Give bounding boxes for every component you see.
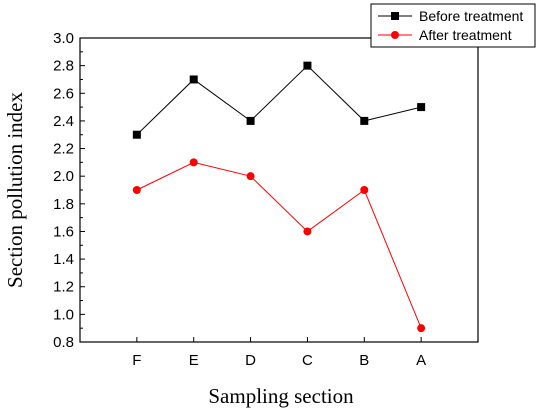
data-point [417,324,426,333]
y-tick-label: 2.8 [53,58,74,75]
legend-label: After treatment [419,27,512,43]
data-point [189,75,198,84]
y-tick-label: 1.0 [53,306,74,323]
y-axis-title: Section pollution index [3,92,27,288]
data-point [360,186,369,194]
data-point [246,116,255,125]
x-axis-title: Sampling section [208,384,354,408]
x-tick-label: A [416,352,426,369]
y-tick-label: 2.0 [53,168,74,185]
legend-box [370,3,536,48]
data-point [189,158,198,167]
legend-label: Before treatment [419,8,523,24]
y-tick-label: 2.4 [53,113,74,130]
series-line [136,64,422,136]
y-axis: 0.8 1.0 1.2 1.4 1.6 1.8 2.0 2.2 2.4 2.6 2.8 3.0 [53,30,85,351]
x-tick-label: B [359,352,369,369]
x-tick-label: D [245,352,256,369]
data-point [246,172,255,181]
series-layer [132,61,426,333]
data-point [132,186,141,194]
x-tick-label: C [302,352,313,369]
y-tick-label: 1.4 [53,251,74,268]
data-point [132,130,141,139]
y-tick-label: 2.2 [53,141,74,158]
legend-marker [391,12,399,20]
data-point [360,116,369,125]
data-point [417,103,426,112]
y-tick-label: 2.6 [53,85,74,102]
legend-marker [391,31,399,39]
series-line [136,161,422,329]
x-tick-label: F [132,352,141,369]
legend: Before treatment After treatment [370,3,536,48]
x-tick-label: E [189,352,199,369]
y-tick-label: 0.8 [53,334,74,351]
y-tick-label: 1.8 [53,196,74,213]
data-point [303,61,312,70]
y-tick-label: 1.2 [53,279,74,296]
y-tick-label: 1.6 [53,223,74,240]
y-tick-label: 3.0 [53,30,74,47]
data-point [303,227,312,236]
